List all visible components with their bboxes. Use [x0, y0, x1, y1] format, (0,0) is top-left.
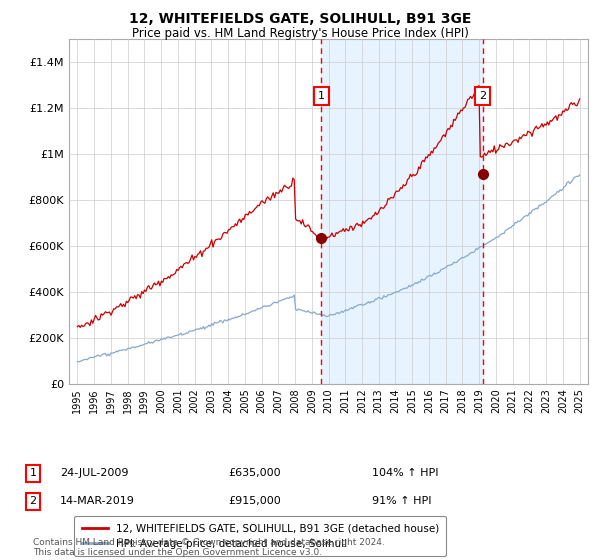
- Text: £915,000: £915,000: [228, 496, 281, 506]
- Text: 2: 2: [479, 91, 486, 101]
- Text: Price paid vs. HM Land Registry's House Price Index (HPI): Price paid vs. HM Land Registry's House …: [131, 27, 469, 40]
- Legend: 12, WHITEFIELDS GATE, SOLIHULL, B91 3GE (detached house), HPI: Average price, de: 12, WHITEFIELDS GATE, SOLIHULL, B91 3GE …: [74, 516, 446, 557]
- Text: Contains HM Land Registry data © Crown copyright and database right 2024.
This d: Contains HM Land Registry data © Crown c…: [33, 538, 385, 557]
- Text: 12, WHITEFIELDS GATE, SOLIHULL, B91 3GE: 12, WHITEFIELDS GATE, SOLIHULL, B91 3GE: [129, 12, 471, 26]
- Text: 24-JUL-2009: 24-JUL-2009: [60, 468, 128, 478]
- Text: 91% ↑ HPI: 91% ↑ HPI: [372, 496, 431, 506]
- Text: 104% ↑ HPI: 104% ↑ HPI: [372, 468, 439, 478]
- Text: 2: 2: [29, 496, 37, 506]
- Bar: [321, 39, 482, 384]
- Text: £635,000: £635,000: [228, 468, 281, 478]
- Text: 14-MAR-2019: 14-MAR-2019: [60, 496, 135, 506]
- Text: 1: 1: [29, 468, 37, 478]
- Text: 1: 1: [317, 91, 325, 101]
